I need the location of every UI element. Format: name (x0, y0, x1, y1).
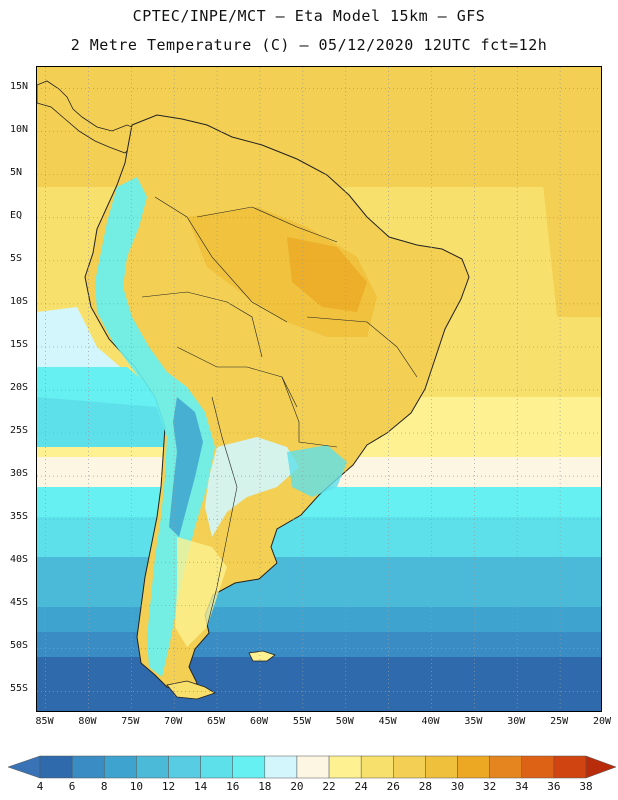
colorbar-label: 38 (579, 780, 593, 793)
border-6 (206, 396, 238, 628)
border-2 (196, 206, 338, 243)
longitude-label: 60W (249, 716, 268, 727)
latitude-label: 35S (10, 511, 29, 523)
latitude-label: 5N (10, 166, 23, 178)
colorbar-label: 18 (258, 780, 272, 793)
patagonia-warm (175, 537, 227, 647)
amazon-hotter (287, 237, 367, 312)
colorbar-label: 8 (100, 780, 108, 793)
longitude-label: 55W (292, 716, 311, 727)
colorbar-box (296, 755, 330, 779)
longitude-label: 75W (121, 716, 140, 727)
colorbar-box (489, 755, 523, 779)
colorbar-box (71, 755, 105, 779)
colorbar-box (168, 755, 201, 779)
border-5 (281, 376, 338, 448)
colorbar-label: 32 (483, 780, 497, 793)
colorbar-box (393, 755, 426, 779)
colorbar-arrow-low (7, 755, 41, 779)
latitude-label: 5S (10, 252, 23, 264)
latitude-label: EQ (10, 209, 23, 221)
colorbar-label: 36 (547, 780, 561, 793)
land (37, 80, 470, 700)
colorbar (7, 755, 617, 779)
colorbar-label: 14 (193, 780, 208, 793)
longitude-label: 50W (335, 716, 354, 727)
latitude-label: 30S (10, 468, 29, 480)
colorbar-box (200, 755, 233, 779)
colorbar-box (39, 755, 73, 779)
temperature-map (37, 67, 601, 711)
andes-cold-core (169, 397, 203, 537)
longitude-label: 45W (378, 716, 397, 727)
falkland-islands (248, 650, 276, 662)
latitude-label: 15N (10, 80, 29, 92)
colorbar-box (457, 755, 490, 779)
longitude-label: 35W (464, 716, 483, 727)
colorbar-arrow-high (585, 755, 617, 779)
colorbar-label: 30 (450, 780, 465, 793)
uruguay-cool (287, 445, 347, 497)
longitude-label: 85W (35, 716, 54, 727)
colorbar-label: 4 (36, 780, 44, 793)
latitude-label: 10S (10, 295, 29, 307)
longitude-label: 70W (164, 716, 183, 727)
latitude-label: 20S (10, 382, 29, 393)
colorbar-box (425, 755, 458, 779)
latitude-label: 40S (10, 554, 29, 566)
border-4 (176, 346, 298, 408)
longitude-label: 40W (421, 716, 440, 727)
border-7 (306, 316, 418, 378)
colorbar-box (136, 755, 169, 779)
longitude-label: 20W (592, 716, 612, 727)
longitude-label: 25W (550, 716, 569, 727)
latitude-label: 55S (10, 683, 29, 695)
colorbar-label: 12 (161, 780, 176, 793)
map-frame (36, 66, 602, 712)
country-borders (141, 196, 418, 628)
latitude-label: 15S (10, 338, 29, 350)
colorbar-box (328, 755, 362, 779)
colorbar-box (264, 755, 298, 779)
border-3 (141, 291, 263, 358)
colorbar-box (232, 755, 266, 779)
colorbar-label: 34 (515, 780, 529, 793)
colorbar-box (521, 755, 555, 779)
tierra-del-fuego (166, 680, 216, 700)
colorbar-box (553, 755, 587, 779)
southern-plains-cool (205, 437, 299, 537)
colorbar-box (360, 755, 394, 779)
colorbar-label: 26 (386, 780, 400, 793)
latitude-label: 45S (10, 597, 29, 609)
colorbar-label: 28 (418, 780, 433, 793)
latitude-label: 50S (10, 640, 29, 652)
colorbar-label: 24 (354, 780, 368, 793)
colorbar-label: 22 (322, 780, 336, 793)
pacific-cool-3 (37, 397, 172, 447)
longitude-label: 65W (207, 716, 226, 727)
longitude-label: 30W (507, 716, 526, 727)
colorbar-label: 10 (129, 780, 143, 793)
border-1 (154, 196, 288, 323)
title-line-1: CPTEC/INPE/MCT – Eta Model 15km – GFS (132, 7, 486, 25)
colorbar-label: 16 (226, 780, 240, 793)
colorbar-label: 20 (290, 780, 304, 793)
latitude-label: 10N (10, 123, 29, 135)
longitude-label: 80W (78, 716, 97, 727)
colorbar-box (103, 755, 137, 779)
title-line-2: 2 Metre Temperature (C) – 05/12/2020 12U… (70, 36, 548, 54)
latitude-label: 25S (10, 425, 29, 437)
colorbar-label: 6 (68, 780, 76, 793)
